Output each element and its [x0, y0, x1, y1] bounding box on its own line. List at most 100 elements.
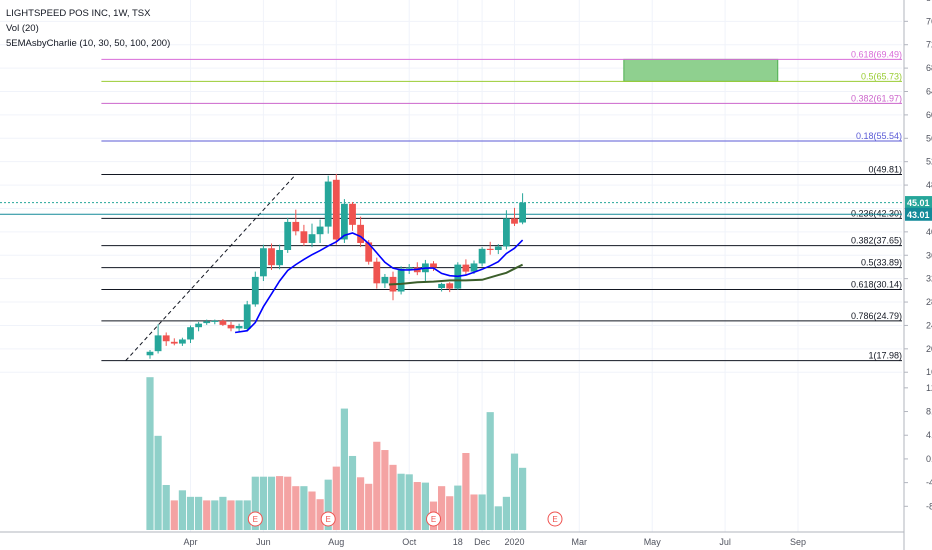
candle-body [162, 335, 170, 342]
candle-body [430, 263, 437, 268]
volume-bar [186, 496, 195, 530]
chart-legend: LIGHTSPEED POS INC, 1W, TSX Vol (20) 5EM… [6, 6, 170, 51]
price-axis-label: 48.00 [926, 180, 932, 190]
fib-level-label: 0.382(37.65) [851, 236, 902, 246]
symbol-title[interactable]: LIGHTSPEED POS INC, 1W, TSX [6, 8, 151, 19]
candle-body [341, 203, 348, 240]
volume-axis-label: -4.00 [926, 478, 932, 488]
volume-bar [146, 377, 154, 530]
candle-body [397, 268, 405, 292]
ema-lines [234, 232, 524, 334]
earnings-marker[interactable] [320, 511, 336, 527]
time-axis-label: Apr [183, 537, 197, 547]
volume-bar [243, 500, 251, 530]
earnings-marker[interactable] [426, 511, 441, 527]
time-axis-label: Aug [328, 537, 344, 547]
volume-axis-label: 8.00 [926, 407, 932, 417]
volume-bar [357, 477, 365, 530]
volume-bar [251, 476, 259, 530]
candle-body [187, 327, 194, 340]
fib-level-label: 0.5(33.89) [861, 258, 902, 268]
earnings-marker-label: E [326, 515, 331, 524]
candle-body [503, 218, 510, 247]
volume-bar [510, 453, 519, 530]
earnings-marker[interactable] [247, 511, 263, 527]
candle-body [146, 351, 154, 356]
volume-bar [348, 455, 357, 530]
price-axis-label: 56.00 [926, 133, 932, 143]
candle-body [268, 248, 275, 266]
volume-bar [381, 450, 389, 530]
fib-level-label: 0.618(69.49) [851, 49, 902, 59]
price-axis-label: 72.00 [926, 40, 932, 50]
price-axis-label: 32.00 [926, 274, 932, 284]
volume-bar [494, 506, 502, 530]
candle-body [235, 326, 243, 329]
volume-bar [397, 473, 405, 530]
ema-indicator-label[interactable]: 5EMAsbyCharlie (10, 30, 50, 100, 200) [6, 38, 171, 49]
fib-level-label: 0.236(42.30) [851, 208, 902, 218]
time-axis-label: May [644, 537, 662, 547]
target-zone[interactable] [623, 58, 779, 82]
price-tag [905, 196, 932, 210]
candle-body [365, 242, 373, 262]
candle-body [332, 179, 340, 240]
volume-bar [454, 485, 462, 530]
volume-bar [170, 500, 178, 530]
volume-indicator-label[interactable]: Vol (20) [6, 23, 39, 34]
price-axis-label: 64.00 [926, 87, 932, 97]
candle-body [260, 248, 267, 277]
price-axis-label: 28.00 [926, 297, 932, 307]
candle-body [154, 335, 162, 352]
fibonacci-retracement[interactable]: 0.618(69.49) 0.5(65.73) 0.382(61.97) 0.18(5… [0, 49, 902, 362]
candle-body [478, 248, 486, 264]
volume-axis-label: -8.00 [926, 501, 932, 511]
volume-bar [308, 491, 316, 530]
candle-body [300, 231, 308, 243]
volume-bar [284, 476, 292, 530]
volume-bar [519, 467, 527, 530]
volume-bar [365, 483, 373, 530]
candle-body [349, 203, 356, 225]
candle-body [373, 261, 381, 284]
ema-slow-line [388, 263, 524, 286]
candle-body [243, 304, 251, 329]
fib-level-label: 0.786(24.79) [851, 311, 902, 321]
volume-bar [470, 494, 478, 530]
volume-axis-label: 0.00 [926, 454, 932, 464]
candle-body [462, 264, 470, 272]
price-axis-label: 60.00 [926, 110, 932, 120]
earnings-marker[interactable] [547, 511, 563, 527]
candle-body [511, 218, 518, 224]
price-axis-label: 24.00 [926, 320, 932, 330]
time-axis-label: Jun [256, 537, 271, 547]
candle-body [251, 276, 259, 305]
candle-body [438, 283, 445, 289]
fib-level-label: 0.382(61.97) [851, 93, 902, 103]
volume-bar [438, 486, 446, 530]
candle-body [519, 202, 526, 223]
candle-body [276, 249, 283, 266]
time-axis-label: Mar [572, 537, 588, 547]
time-axis-label: Jul [719, 537, 731, 547]
volume-bar [154, 435, 162, 530]
fib-level-label: 0.18(55.54) [856, 131, 902, 141]
volume-bar [162, 484, 170, 530]
volume-bar [211, 500, 219, 530]
time-axis-label: Oct [402, 537, 417, 547]
volume-bar [486, 412, 494, 530]
volume-bar [227, 500, 235, 530]
volume-axis-label: 4.00 [926, 430, 932, 440]
time-axis-label: 2020 [504, 537, 524, 547]
candle-body [324, 181, 332, 227]
price-axis-label: 68.00 [926, 63, 932, 73]
time-axis-label: Dec [474, 537, 491, 547]
volume-bar [195, 496, 203, 530]
price-axis-label: 40.00 [926, 227, 932, 237]
candle-body [486, 248, 494, 250]
volume-bar [389, 464, 397, 530]
volume-bar [292, 486, 300, 530]
